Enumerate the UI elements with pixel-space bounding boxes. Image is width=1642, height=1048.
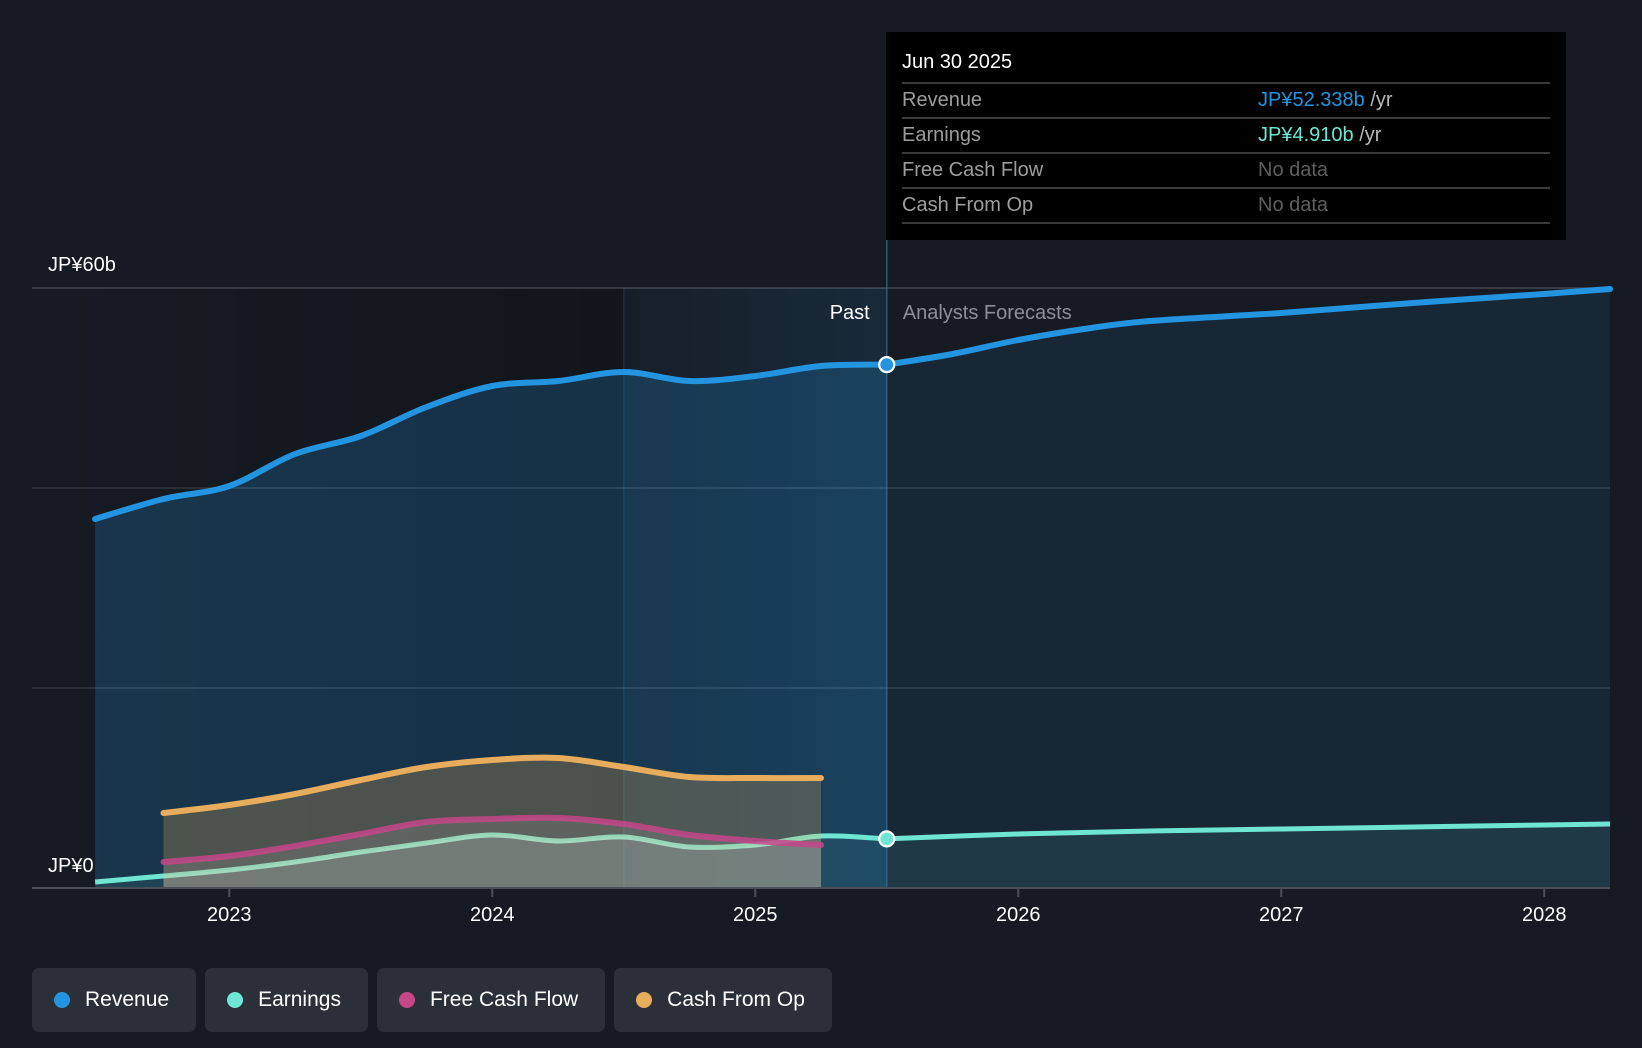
y-tick-label: JP¥0	[48, 855, 94, 877]
hover-markers	[878, 356, 896, 848]
past-region-label: Past	[830, 302, 870, 324]
tooltip-value: No data	[1258, 194, 1329, 216]
tooltip-row-free-cash-flow: Free Cash Flow No data	[902, 152, 1550, 187]
free-cash-flow-area	[163, 817, 821, 888]
legend-label: Cash From Op	[667, 988, 805, 1011]
series-lines	[92, 286, 1613, 888]
free-cash-flow-line	[160, 814, 824, 865]
x-tick-label: 2025	[733, 904, 778, 926]
tooltip-row-cash-from-op: Cash From Op No data	[902, 187, 1550, 224]
legend-toggle-cash-from-op[interactable]: Cash From Op	[614, 968, 832, 1032]
legend-toggle-earnings[interactable]: Earnings	[205, 968, 368, 1032]
legend-label: Free Cash Flow	[429, 988, 579, 1011]
legend-toggle-free-cash-flow[interactable]: Free Cash Flow	[376, 968, 606, 1032]
tooltip-label: Free Cash Flow	[902, 159, 1044, 181]
chart-legend: Revenue Earnings Free Cash Flow Cash Fro…	[32, 968, 832, 1032]
tooltip-row-revenue: Revenue JP¥52.338b /yr	[902, 82, 1550, 117]
earnings-line-forecast	[886, 821, 1611, 842]
tooltip-label: Earnings	[902, 124, 981, 146]
tooltip-value: No data	[1258, 159, 1329, 181]
cash-from-op-dot-icon	[636, 992, 653, 1008]
earnings-overlap-area	[163, 834, 821, 888]
gridlines	[32, 240, 1610, 888]
tooltip-row-earnings: Earnings JP¥4.910b /yr	[902, 117, 1550, 152]
legend-toggle-revenue[interactable]: Revenue	[32, 968, 197, 1032]
tooltip-date: Jun 30 2025	[902, 51, 1013, 73]
x-tick-label: 2023	[207, 904, 252, 926]
tooltip-unit: /yr	[1364, 89, 1393, 111]
legend-label: Earnings	[258, 988, 341, 1011]
revenue-hover-marker	[878, 356, 896, 374]
chart-labels: 2023 2024 2025 2026 2027 2028 JP¥60b JP¥0 Past An…	[48, 254, 1567, 926]
cash-from-op-line	[160, 754, 824, 816]
tooltip-value: JP¥52.338b	[1258, 89, 1365, 111]
x-tick-label: 2026	[996, 904, 1041, 926]
revenue-line-past	[92, 361, 890, 522]
tooltip-label: Cash From Op	[902, 194, 1034, 216]
tooltip-unit: /yr	[1353, 124, 1382, 146]
earnings-area-forecast	[886, 824, 1610, 888]
revenue-area-forecast	[886, 289, 1610, 888]
axes	[32, 887, 1610, 897]
series-areas	[95, 289, 1610, 889]
earnings-hover-marker	[878, 830, 896, 848]
tooltip-value: JP¥4.910b	[1258, 124, 1354, 146]
x-tick-label: 2024	[470, 904, 515, 926]
tooltip-label: Revenue	[902, 89, 983, 111]
hover-highlight-band	[623, 288, 887, 888]
y-tick-label: JP¥60b	[48, 254, 116, 276]
x-tick-label: 2027	[1259, 904, 1304, 926]
hover-tooltip: Jun 30 2025 Revenue JP¥52.338b /yr Earni…	[886, 32, 1566, 240]
earnings-line-past	[94, 832, 887, 885]
forecast-region-label: Analysts Forecasts	[903, 302, 1072, 324]
revenue-area-past	[95, 364, 887, 889]
free-cash-flow-dot-icon	[398, 992, 415, 1008]
x-tick-label: 2028	[1522, 904, 1567, 926]
earnings-dot-icon	[227, 992, 244, 1008]
revenue-dot-icon	[54, 992, 70, 1008]
legend-label: Revenue	[85, 988, 170, 1011]
revenue-line-forecast	[883, 286, 1613, 368]
cash-from-op-area	[163, 757, 821, 888]
